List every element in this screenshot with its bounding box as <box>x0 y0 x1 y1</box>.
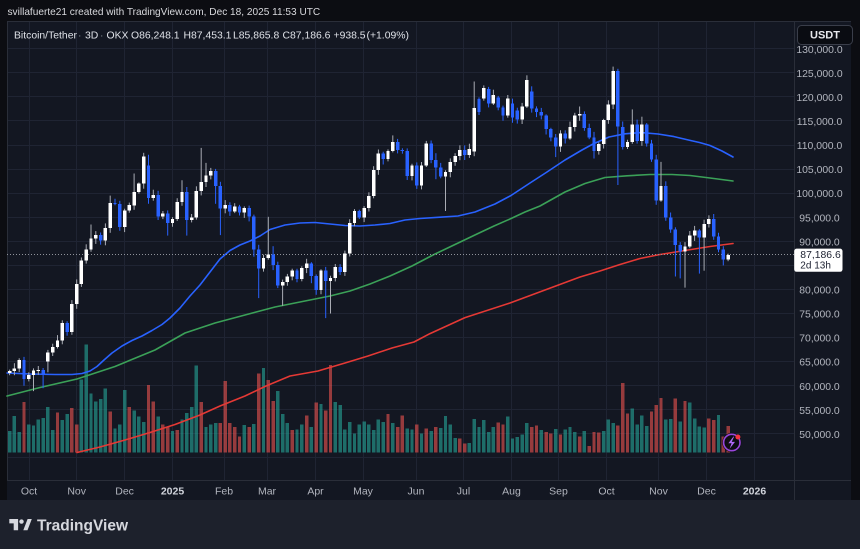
svg-text:95,000.0: 95,000.0 <box>799 213 840 224</box>
svg-text:Nov: Nov <box>649 486 668 498</box>
svg-text:H87,453.1: H87,453.1 <box>184 30 232 41</box>
svg-text:105,000.0: 105,000.0 <box>796 165 842 176</box>
svg-text:Sep: Sep <box>549 486 568 498</box>
svg-text:65,000.0: 65,000.0 <box>799 358 840 369</box>
svg-text:O86,248.1: O86,248.1 <box>131 30 180 41</box>
svg-text:115,000.0: 115,000.0 <box>797 117 843 128</box>
svg-text:USDT: USDT <box>810 30 840 42</box>
svg-text:Dec: Dec <box>115 486 134 498</box>
svg-text:Oct: Oct <box>21 486 37 498</box>
svg-text:125,000.0: 125,000.0 <box>796 69 842 80</box>
svg-text:TradingView: TradingView <box>37 518 129 535</box>
svg-text:50,000.0: 50,000.0 <box>799 430 840 441</box>
svg-text:Jun: Jun <box>408 486 425 498</box>
svg-text:·: · <box>78 30 81 41</box>
svg-text:Aug: Aug <box>502 486 521 498</box>
svg-text:90,000.0: 90,000.0 <box>799 237 840 248</box>
svg-text:+938.5: +938.5 <box>334 30 366 41</box>
svg-text:130,000.0: 130,000.0 <box>796 45 842 56</box>
svg-text:3D: 3D <box>85 30 98 41</box>
svg-text:120,000.0: 120,000.0 <box>796 93 842 104</box>
svg-text:2025: 2025 <box>161 486 185 498</box>
svg-text:OKX: OKX <box>107 30 129 41</box>
svg-text:Dec: Dec <box>697 486 716 498</box>
svg-text:·: · <box>100 30 103 41</box>
svg-text:Oct: Oct <box>598 486 614 498</box>
svg-text:svillafuerte21 created with Tr: svillafuerte21 created with TradingView.… <box>8 7 321 18</box>
svg-text:Mar: Mar <box>258 486 277 498</box>
svg-text:2d 13h: 2d 13h <box>800 260 831 271</box>
svg-text:Apr: Apr <box>307 486 324 498</box>
svg-text:80,000.0: 80,000.0 <box>799 286 840 297</box>
svg-text:C87,186.6: C87,186.6 <box>283 30 331 41</box>
svg-text:2026: 2026 <box>743 486 767 498</box>
svg-text:Feb: Feb <box>215 486 233 498</box>
svg-text:Bitcoin/Tether: Bitcoin/Tether <box>14 30 77 41</box>
svg-text:87,186.6: 87,186.6 <box>800 250 841 261</box>
svg-text:May: May <box>353 486 374 498</box>
svg-text:60,000.0: 60,000.0 <box>799 382 840 393</box>
svg-text:70,000.0: 70,000.0 <box>799 334 840 345</box>
svg-text:110,000.0: 110,000.0 <box>797 141 843 152</box>
svg-text:Nov: Nov <box>67 486 86 498</box>
svg-text:75,000.0: 75,000.0 <box>799 310 840 321</box>
svg-text:L85,865.8: L85,865.8 <box>233 30 279 41</box>
svg-text:(+1.09%): (+1.09%) <box>367 30 409 41</box>
svg-text:Jul: Jul <box>457 486 470 498</box>
svg-text:100,000.0: 100,000.0 <box>796 189 842 200</box>
svg-text:55,000.0: 55,000.0 <box>799 406 840 417</box>
